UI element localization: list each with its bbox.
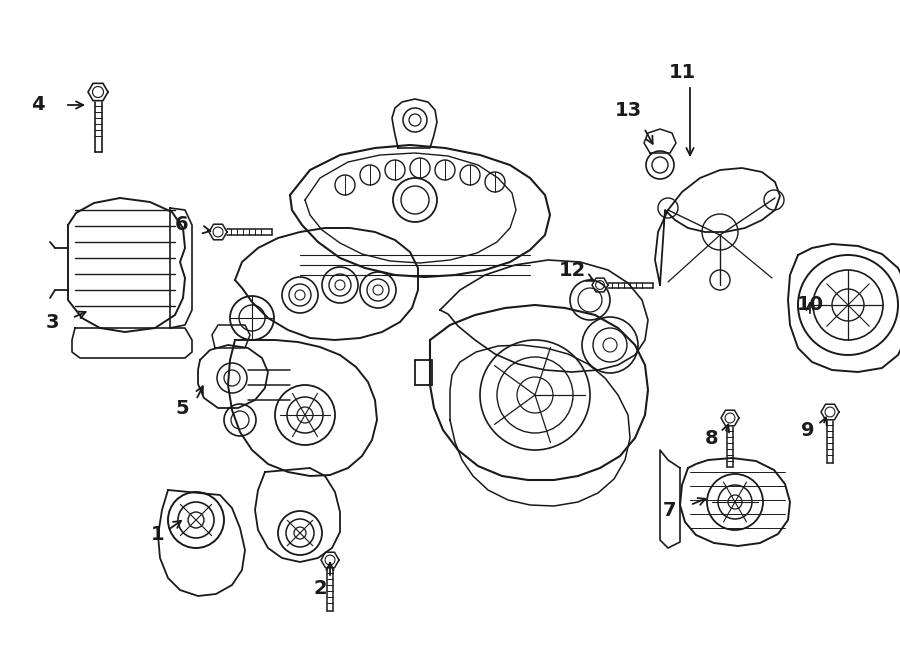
Text: 4: 4 <box>32 95 45 115</box>
Text: 12: 12 <box>558 261 586 279</box>
Text: 8: 8 <box>706 428 719 448</box>
Text: 11: 11 <box>669 62 696 81</box>
Text: 5: 5 <box>176 399 189 418</box>
Text: 9: 9 <box>801 420 814 440</box>
Text: 13: 13 <box>615 101 642 120</box>
Text: 10: 10 <box>796 295 824 314</box>
Text: 2: 2 <box>313 579 327 598</box>
Text: 7: 7 <box>663 500 677 520</box>
Text: 3: 3 <box>45 312 58 332</box>
Text: 6: 6 <box>176 216 189 234</box>
Text: 1: 1 <box>151 526 165 545</box>
